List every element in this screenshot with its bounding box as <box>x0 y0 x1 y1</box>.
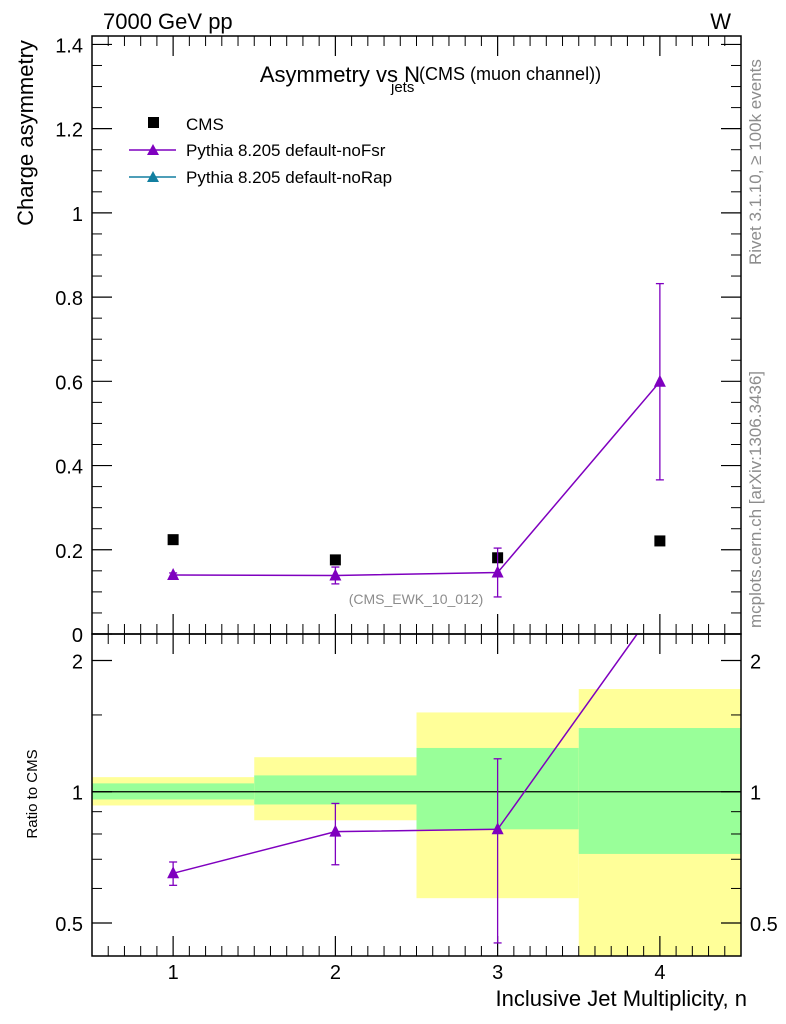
stat-uncertainty-band <box>254 775 417 805</box>
main-y-axis-label: Charge asymmetry <box>13 40 38 226</box>
nofsr-data-point <box>653 374 666 387</box>
x-tick-label: 2 <box>330 962 341 984</box>
legend: CMS Pythia 8.205 default-noFsr Pythia 8.… <box>129 115 392 187</box>
x-tick-label: 4 <box>654 962 665 984</box>
ratio-y-tick-label-right: 1 <box>750 783 761 805</box>
main-axis-ticks: 0 0.2 0.4 0.6 0.8 1 1.2 1.4 <box>55 35 742 647</box>
y-tick-label: 1.2 <box>55 120 83 142</box>
ratio-data-layer <box>167 595 666 944</box>
legend-norap-marker <box>147 171 159 182</box>
nofsr-data-point <box>329 568 342 581</box>
y-tick-label: 0 <box>72 625 83 647</box>
ratio-y-tick-label-left: 0.5 <box>55 914 83 936</box>
x-tick-label: 3 <box>492 962 503 984</box>
plot-title-suffix: (CMS (muon channel)) <box>419 64 601 84</box>
ratio-nofsr-data-point <box>167 866 180 879</box>
cms-data-point <box>167 534 179 546</box>
main-data-layer <box>167 282 666 598</box>
nofsr-line <box>173 381 661 577</box>
x-tick-label: 1 <box>168 962 179 984</box>
legend-nofsr-label: Pythia 8.205 default-noFsr <box>186 141 386 160</box>
y-tick-label: 0.4 <box>55 457 83 479</box>
ratio-nofsr-data-point <box>491 822 504 835</box>
energy-label: 7000 GeV pp <box>103 9 233 34</box>
ratio-panel: 0.5 0.5 1 1 2 2 Ratio to CMS <box>24 595 778 957</box>
nofsr-data-point <box>491 565 504 578</box>
nofsr-data-point <box>167 568 180 581</box>
mcplots-label: mcplots.cern.ch [arXiv:1306.3436] <box>746 371 765 628</box>
y-tick-label: 1 <box>72 204 83 226</box>
analysis-id-label: (CMS_EWK_10_012) <box>349 591 484 607</box>
ratio-y-tick-label-left: 1 <box>72 783 83 805</box>
legend-cms-marker <box>148 117 159 128</box>
legend-cms-label: CMS <box>186 115 224 134</box>
ratio-y-tick-label-right: 0.5 <box>750 914 778 936</box>
ratio-y-tick-label-right: 2 <box>750 651 761 673</box>
rivet-version-label: Rivet 3.1.10, ≥ 100k events <box>746 59 765 265</box>
ratio-y-tick-label-left: 2 <box>72 651 83 673</box>
ratio-frame <box>91 633 742 957</box>
legend-nofsr-marker <box>147 144 159 155</box>
ratio-y-axis-label: Ratio to CMS <box>24 749 41 838</box>
ratio-bands-layer <box>92 689 741 956</box>
cms-data-point <box>654 535 666 547</box>
plot-title: Asymmetry vs N <box>260 62 420 87</box>
ratio-nofsr-data-point <box>654 595 666 607</box>
y-tick-label: 0.2 <box>55 541 83 563</box>
process-label: W <box>710 9 731 34</box>
ratio-nofsr-line <box>172 634 639 875</box>
legend-norap-label: Pythia 8.205 default-noRap <box>186 168 392 187</box>
stat-uncertainty-band <box>578 728 741 854</box>
plot-title-subscript: jets <box>390 79 414 96</box>
x-axis-label: Inclusive Jet Multiplicity, n <box>496 986 747 1011</box>
y-tick-label: 1.4 <box>55 35 83 57</box>
y-tick-label: 0.6 <box>55 372 83 394</box>
x-tick-labels: 1 2 3 4 <box>168 962 666 984</box>
y-tick-label: 0.8 <box>55 288 83 310</box>
cms-data-point <box>329 554 341 566</box>
main-panel: 0 0.2 0.4 0.6 0.8 1 1.2 1.4 Asymmetry vs N jets… <box>13 35 742 647</box>
ratio-nofsr-data-point <box>329 824 342 837</box>
